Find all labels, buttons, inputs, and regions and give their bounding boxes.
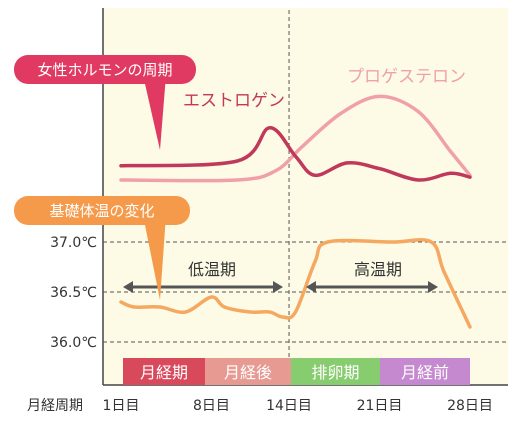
- phase-label: 月経後: [224, 363, 272, 382]
- y-tick-label: 36.0℃: [50, 335, 97, 351]
- high-phase-arrow-right-head: [428, 281, 438, 293]
- temp-badge-label: 基礎体温の変化: [49, 202, 154, 220]
- progesterone-line: [119, 94, 472, 183]
- estrogen-label: エストロゲン: [183, 91, 285, 111]
- phase-label: 月経期: [140, 363, 188, 382]
- y-tick-label: 36.5℃: [50, 285, 97, 301]
- x-tick-label: 28日目: [447, 398, 493, 414]
- phase-bar-3: [380, 358, 470, 385]
- phase-label: 排卵期: [311, 363, 359, 382]
- temp-badge-tail: [143, 215, 166, 300]
- hormone-badge-label: 女性ホルモンの周期: [37, 61, 172, 79]
- low-phase-arrow-left-head: [123, 281, 133, 293]
- phase-bar-0: [123, 358, 205, 385]
- y-tick-label: 37.0℃: [50, 235, 97, 251]
- phase-bar-2: [291, 358, 380, 385]
- low-phase-label: 低温期: [188, 260, 236, 279]
- x-axis-title: 月経周期: [27, 398, 83, 414]
- estrogen-line: [119, 126, 472, 182]
- high-phase-label: 高温期: [354, 260, 402, 279]
- temperature-line: [119, 238, 472, 329]
- progesterone-label: プロゲステロン: [347, 67, 466, 87]
- hormone-badge-tail: [143, 75, 166, 150]
- x-tick-label: 14日目: [266, 398, 312, 414]
- phase-label: 月経前: [401, 363, 449, 382]
- phase-bar-1: [205, 358, 291, 385]
- x-tick-label: 21日目: [357, 398, 403, 414]
- x-tick-label: 8日目: [193, 398, 230, 414]
- hormone-badge: [14, 55, 196, 84]
- x-tick-label: 1日目: [103, 398, 140, 414]
- temp-badge: [14, 196, 190, 225]
- low-phase-arrow-right-head: [273, 281, 283, 293]
- high-phase-arrow-left-head: [305, 281, 316, 293]
